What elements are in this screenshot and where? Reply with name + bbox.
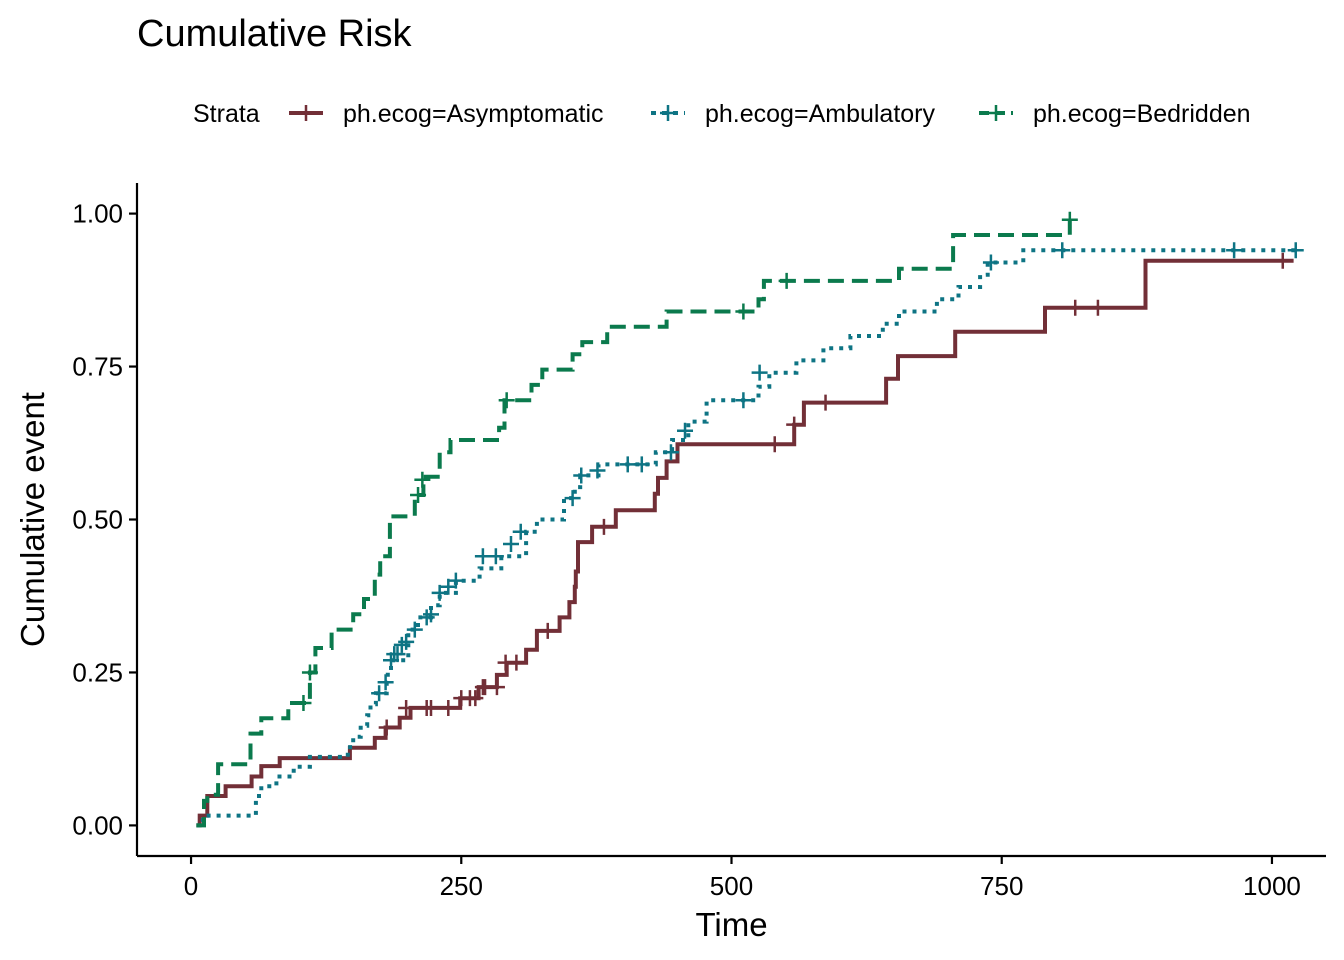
censor-mark (766, 436, 783, 453)
censor-mark (564, 490, 581, 507)
legend-label: ph.ecog=Bedridden (1033, 100, 1251, 128)
series-line (196, 258, 1294, 828)
censor-mark (498, 392, 515, 409)
censor-mark (1226, 242, 1243, 259)
censor-mark (595, 518, 612, 535)
censor-mark (440, 699, 457, 716)
censor-mark (502, 535, 519, 552)
censor-mark (423, 699, 440, 716)
censor-mark (817, 394, 834, 411)
censor-mark (295, 695, 312, 712)
censor-mark (539, 622, 556, 639)
censor-mark (398, 699, 415, 716)
censor-mark (393, 636, 410, 653)
x-tick-label: 500 (710, 871, 753, 901)
series-line (196, 248, 1299, 828)
censor-mark (662, 444, 679, 461)
censor-mark (508, 654, 525, 671)
legend-item: ph.ecog=Bedridden (979, 100, 1251, 128)
censor-mark (1061, 211, 1078, 228)
censor-mark (751, 364, 768, 381)
censor-mark (410, 487, 427, 504)
chart-title: Cumulative Risk (137, 13, 412, 55)
censor-mark (735, 392, 752, 409)
series-1 (196, 252, 1294, 828)
censor-mark (389, 646, 406, 663)
y-tick-label: 1.00 (72, 199, 123, 229)
legend-title: Strata (193, 100, 260, 128)
legend-label: ph.ecog=Asymptomatic (343, 100, 604, 128)
censor-mark (778, 272, 795, 289)
series-line (196, 219, 1072, 828)
censor-mark (447, 572, 464, 589)
censor-mark (1274, 252, 1291, 269)
legend-item: ph.ecog=Asymptomatic (289, 100, 604, 128)
censor-mark (414, 471, 431, 488)
x-tick-label: 1000 (1243, 871, 1301, 901)
censor-mark (1287, 242, 1304, 259)
y-tick-label: 0.50 (72, 505, 123, 535)
x-tick-label: 250 (440, 871, 483, 901)
censor-mark (1089, 299, 1106, 316)
censor-mark (1067, 299, 1084, 316)
legend-key-censor (660, 105, 676, 121)
y-axis-title: Cumulative event (14, 392, 51, 647)
censor-mark (377, 674, 394, 691)
censor-mark (786, 416, 803, 433)
censor-mark (488, 679, 505, 696)
legend-key-censor (298, 105, 314, 121)
x-axis-title: Time (695, 906, 767, 943)
x-tick-label: 750 (980, 871, 1023, 901)
censor-mark (418, 609, 435, 626)
legend-key-censor (988, 105, 1004, 121)
legend: Strata ph.ecog=Asymptomatic ph.ecog=Ambula… (193, 100, 1251, 128)
y-tick-label: 0.00 (72, 810, 123, 840)
series-3 (196, 211, 1078, 828)
censor-mark (512, 523, 529, 540)
censor-mark (735, 303, 752, 320)
censor-mark (1054, 242, 1071, 259)
x-tick-label: 0 (184, 871, 198, 901)
censor-mark (406, 621, 423, 638)
series-2 (196, 242, 1304, 828)
censor-mark (619, 456, 636, 473)
censor-mark (573, 467, 590, 484)
censor-mark (633, 456, 650, 473)
censor-mark (398, 633, 415, 650)
y-tick-label: 0.75 (72, 352, 123, 382)
censor-mark (378, 719, 395, 736)
censor-mark (301, 664, 318, 681)
legend-item: ph.ecog=Ambulatory (651, 100, 936, 128)
y-tick-label: 0.25 (72, 657, 123, 687)
censor-mark (371, 685, 388, 702)
censor-mark (467, 690, 484, 707)
censor-mark (982, 254, 999, 271)
censor-mark (487, 548, 504, 565)
censor-mark (423, 606, 440, 623)
censor-mark (589, 462, 606, 479)
legend-label: ph.ecog=Ambulatory (705, 100, 936, 128)
censor-mark (677, 422, 694, 439)
censor-mark (431, 584, 448, 601)
